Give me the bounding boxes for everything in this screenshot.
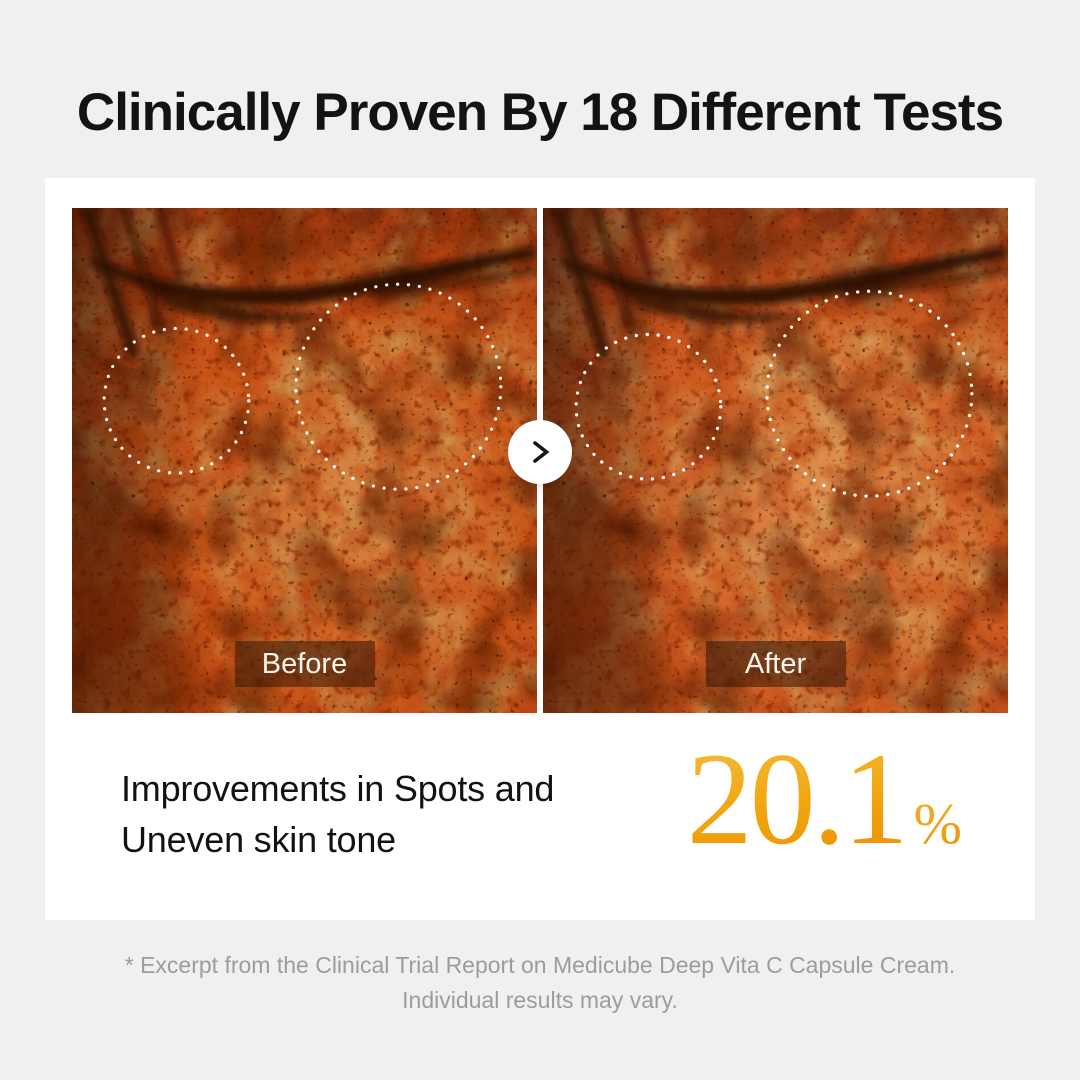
- after-badge: After: [705, 641, 846, 687]
- result-value: 20.1 %: [687, 733, 962, 865]
- chevron-right-icon: [533, 441, 550, 463]
- result-label-line1: Improvements in Spots and: [121, 768, 555, 809]
- before-photo: Before: [72, 208, 537, 713]
- spot-highlight-circle-large: [765, 289, 974, 498]
- disclaimer-line1: * Excerpt from the Clinical Trial Report…: [124, 952, 956, 978]
- result-percentage-number: 20.1: [686, 725, 909, 872]
- results-card: Before After Improvements in Spots and Un…: [45, 178, 1035, 920]
- uv-skin-photo-after: [543, 208, 1008, 713]
- result-row: Improvements in Spots and Uneven skin ton…: [72, 733, 1008, 865]
- spot-highlight-circle-small: [574, 332, 723, 481]
- spot-highlight-circle-large: [294, 282, 503, 491]
- before-badge: Before: [234, 641, 375, 687]
- before-after-comparison: Before After: [72, 208, 1008, 713]
- headline: Clinically Proven By 18 Different Tests: [76, 83, 1004, 142]
- result-percent-sign: %: [906, 795, 962, 853]
- next-arrow-button[interactable]: [508, 420, 572, 484]
- uv-skin-photo-before: [72, 208, 537, 713]
- disclaimer: * Excerpt from the Clinical Trial Report…: [0, 948, 1080, 1018]
- spot-highlight-circle-small: [102, 326, 251, 475]
- after-photo: After: [543, 208, 1008, 713]
- result-label-line2: Uneven skin tone: [121, 819, 396, 860]
- disclaimer-line2: Individual results may vary.: [402, 987, 678, 1013]
- result-label: Improvements in Spots and Uneven skin ton…: [121, 763, 554, 865]
